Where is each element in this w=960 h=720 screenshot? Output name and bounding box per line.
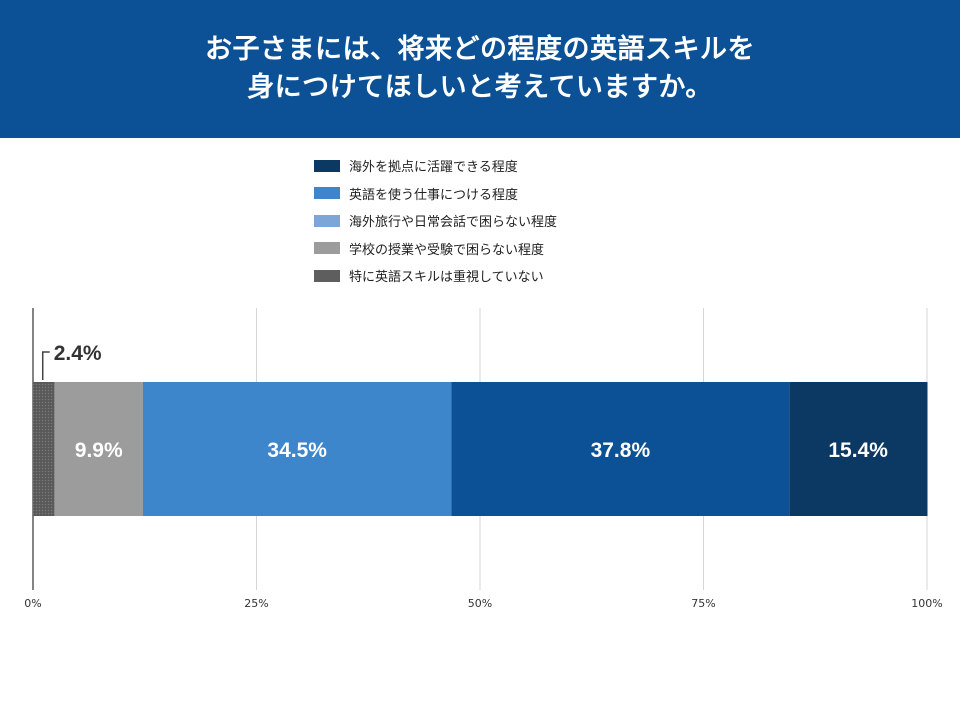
legend-label-not-important: 特に英語スキルは重視していない: [349, 270, 544, 286]
legend-item-not-important: 特に英語スキルは重視していない: [314, 262, 674, 290]
value-labels: 2.4% 9.9% 34.5% 37.8% 15.4%: [41, 342, 888, 462]
bar-segment-3: [451, 382, 790, 516]
chart-legend: 海外を拠点に活躍できる程度 英語を使う仕事につける程度 海外旅行や日常会話で困ら…: [314, 152, 674, 290]
chart-header: お子さまには、将来どの程度の英語スキルを 身につけてほしいと考えていますか。: [0, 0, 960, 138]
x-tick-label-100: 100%: [911, 597, 942, 610]
value-label-0: 2.4%: [54, 342, 102, 365]
bar-segment-2: [142, 382, 452, 516]
x-tick-label-75: 75%: [691, 597, 715, 610]
value-label-2: 34.5%: [267, 439, 327, 462]
x-tick-label-25: 25%: [244, 597, 268, 610]
bar-segment-4: [789, 382, 927, 516]
legend-label-school-exams: 学校の授業や受験で困らない程度: [349, 242, 545, 258]
legend-swatch-english-job: [314, 187, 340, 200]
legend-item-travel-conversation: 海外旅行や日常会話で困らない程度: [314, 207, 674, 235]
bar-segments: [33, 382, 928, 516]
value-label-3: 37.8%: [591, 439, 651, 462]
legend-swatch-not-important: [314, 269, 340, 282]
bar-segment-1: [54, 382, 143, 516]
legend-label-english-job: 英語を使う仕事につける程度: [349, 187, 519, 203]
bar-segment-0: [33, 382, 55, 516]
legend-swatch-overseas-active: [314, 159, 340, 172]
chart-title-line-1: お子さまには、将来どの程度の英語スキルを: [205, 34, 755, 65]
legend-item-school-exams: 学校の授業や受験で困らない程度: [314, 235, 674, 263]
chart-title-line-2: 身につけてほしいと考えていますか。: [247, 72, 713, 103]
legend-label-overseas-active: 海外を拠点に活躍できる程度: [349, 160, 518, 176]
value-label-1: 9.9%: [75, 439, 123, 462]
x-axis-ticks: 0% 25% 50% 75% 100%: [24, 597, 942, 610]
label-leader-0: [41, 351, 50, 380]
legend-label-travel-conversation: 海外旅行や日常会話で困らない程度: [349, 215, 558, 231]
legend-swatch-school-exams: [314, 242, 340, 255]
x-tick-label-0: 0%: [24, 597, 41, 610]
legend-item-overseas-active: 海外を拠点に活躍できる程度: [314, 152, 674, 180]
x-tick-label-50: 50%: [468, 597, 492, 610]
value-label-4: 15.4%: [828, 439, 888, 462]
legend-item-english-job: 英語を使う仕事につける程度: [314, 180, 674, 208]
legend-swatch-travel-conversation: [314, 214, 340, 227]
